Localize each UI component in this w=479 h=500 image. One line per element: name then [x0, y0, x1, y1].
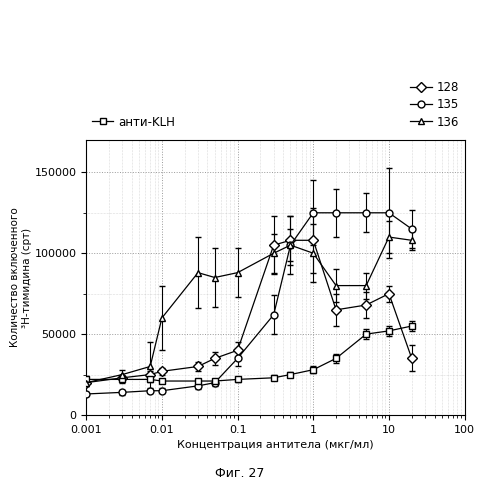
Text: Фиг. 27: Фиг. 27 [215, 467, 264, 480]
X-axis label: Концентрация антитела (мкг/мл): Концентрация антитела (мкг/мл) [177, 440, 374, 450]
Y-axis label: Количество включенного
³Н-тимидина (срт): Количество включенного ³Н-тимидина (срт) [10, 208, 32, 348]
Legend: анти-KLH: анти-KLH [92, 116, 175, 128]
